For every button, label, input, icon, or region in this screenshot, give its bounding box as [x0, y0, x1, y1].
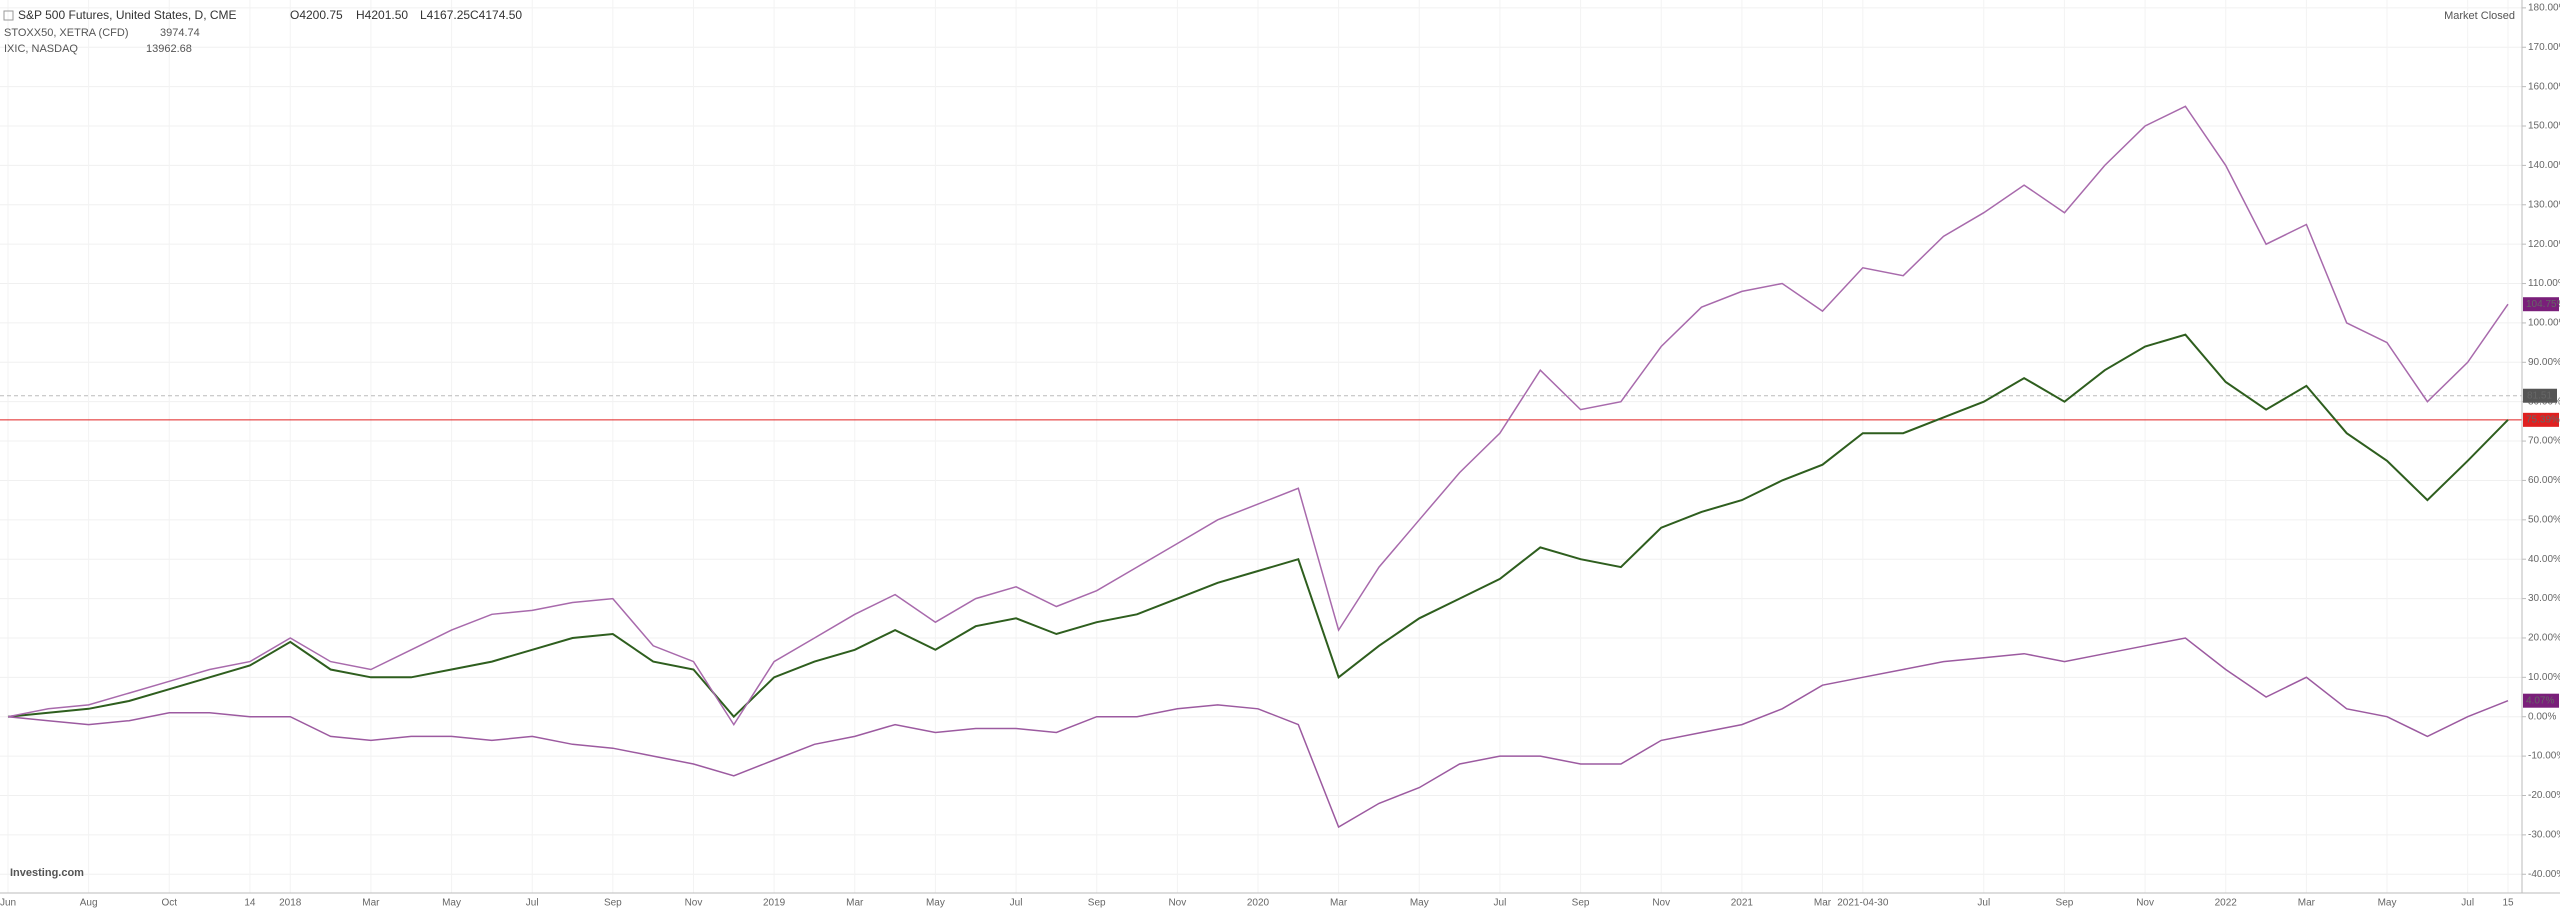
y-tick-label: -20.00% [2528, 790, 2560, 801]
x-tick-label: May [442, 898, 461, 909]
x-tick-label: Oct [162, 898, 178, 909]
x-tick-label: Sep [1572, 898, 1590, 909]
y-tick-label: 70.00% [2528, 436, 2560, 447]
ohlc-open: O4200.75 [290, 8, 343, 22]
brand-logo: Investing.com [10, 867, 84, 879]
y-tick-label: 120.00% [2528, 239, 2560, 250]
y-tick-label: 100.00% [2528, 318, 2560, 329]
x-tick-label: Mar [1814, 898, 1832, 909]
y-tick-label: 90.00% [2528, 357, 2560, 368]
series-name: STOXX50, XETRA (CFD) [4, 27, 129, 39]
y-tick-label: -10.00% [2528, 751, 2560, 762]
x-tick-label: Nov [1652, 898, 1670, 909]
value-label: 104.75% [2526, 299, 2560, 310]
y-tick-label: 130.00% [2528, 199, 2560, 210]
x-tick-label: Sep [1088, 898, 1106, 909]
y-tick-label: 10.00% [2528, 672, 2560, 683]
crosshair-label: 81.51 [2527, 390, 2552, 401]
x-tick-label: Mar [1330, 898, 1348, 909]
value-label-box [2523, 693, 2559, 708]
x-tick-label: 2021 [1731, 898, 1754, 909]
x-tick-label: Mar [846, 898, 864, 909]
y-tick-label: 0.00% [2528, 711, 2556, 722]
x-tick-label: Jul [1494, 898, 1507, 909]
x-tick-label: May [926, 898, 945, 909]
series-line [7, 637, 2509, 829]
y-tick-label: 50.00% [2528, 514, 2560, 525]
x-tick-label: Sep [2056, 898, 2074, 909]
series-name: IXIC, NASDAQ [4, 43, 78, 55]
value-label-box [2523, 297, 2559, 312]
value-label-box [2523, 412, 2559, 427]
market-status: Market Closed [2444, 10, 2515, 22]
value-label: 4.07% [2526, 695, 2554, 706]
x-tick-label: Mar [362, 898, 380, 909]
ohlc-high: H4201.50 [356, 8, 408, 22]
series-line [7, 105, 2509, 726]
x-tick-label: Jul [1977, 898, 1990, 909]
y-tick-label: 40.00% [2528, 554, 2560, 565]
x-tick-label: Jun [0, 898, 16, 909]
series-price: 13962.68 [146, 43, 192, 55]
y-tick-label: -30.00% [2528, 830, 2560, 841]
collapse-icon[interactable] [3, 10, 14, 21]
ohlc-low: L4167.25 [420, 8, 470, 22]
value-label: 75.39% [2526, 414, 2560, 425]
y-tick-label: 160.00% [2528, 81, 2560, 92]
x-tick-label: 15 [2502, 898, 2514, 909]
x-tick-label: Nov [685, 898, 703, 909]
y-tick-label: 150.00% [2528, 121, 2560, 132]
x-tick-label: Jul [2461, 898, 2474, 909]
y-tick-label: 140.00% [2528, 160, 2560, 171]
y-tick-label: 180.00% [2528, 3, 2560, 14]
x-tick-label: Sep [604, 898, 622, 909]
series-line [7, 333, 2509, 719]
x-tick-label: 2021-04-30 [1837, 898, 1889, 909]
plot-area [0, 0, 2522, 893]
x-tick-label: Aug [80, 898, 98, 909]
x-tick-label: May [2378, 898, 2397, 909]
series-price: 3974.74 [160, 27, 200, 39]
y-tick-label: 170.00% [2528, 42, 2560, 53]
x-tick-label: 2018 [279, 898, 302, 909]
x-tick-label: Mar [2298, 898, 2316, 909]
x-tick-label: Jul [1010, 898, 1023, 909]
x-tick-label: 2022 [2215, 898, 2238, 909]
y-tick-label: 30.00% [2528, 593, 2560, 604]
y-tick-label: -40.00% [2528, 869, 2560, 880]
y-tick-label: 110.00% [2528, 278, 2560, 289]
x-tick-label: Nov [1168, 898, 1186, 909]
x-tick-label: Nov [2136, 898, 2154, 909]
x-tick-label: 14 [244, 898, 256, 909]
main-symbol: S&P 500 Futures, United States, D, CME [18, 8, 237, 22]
x-tick-label: Jul [526, 898, 539, 909]
x-tick-label: 2020 [1247, 898, 1270, 909]
y-tick-label: 20.00% [2528, 633, 2560, 644]
ohlc-close: C4174.50 [470, 8, 522, 22]
crosshair-box [2523, 388, 2557, 403]
y-tick-label: 60.00% [2528, 475, 2560, 486]
x-tick-label: 2019 [763, 898, 786, 909]
x-tick-label: May [1410, 898, 1429, 909]
